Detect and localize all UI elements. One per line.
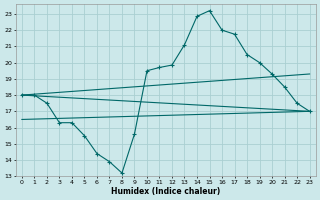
X-axis label: Humidex (Indice chaleur): Humidex (Indice chaleur) — [111, 187, 220, 196]
